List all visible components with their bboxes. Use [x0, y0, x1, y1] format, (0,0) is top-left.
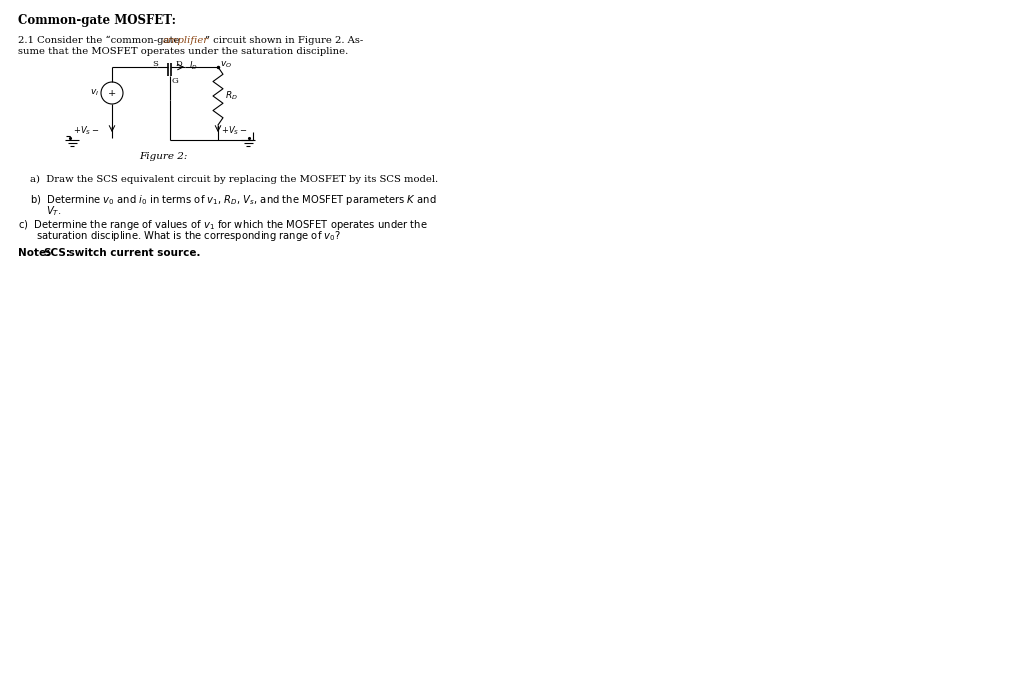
Text: $v_I$: $v_I$ [90, 87, 99, 98]
Text: +: + [108, 89, 116, 98]
Text: Figure 2:: Figure 2: [139, 152, 187, 161]
Text: ” circuit shown in Figure 2. As-: ” circuit shown in Figure 2. As- [205, 36, 364, 45]
Text: Note:: Note: [18, 248, 54, 258]
Text: S: S [152, 60, 158, 68]
Text: b)  Determine $v_0$ and $i_0$ in terms of $v_1$, $R_D$, $V_s$, and the MOSFET pa: b) Determine $v_0$ and $i_0$ in terms of… [30, 193, 436, 207]
Text: amplifier: amplifier [163, 36, 209, 45]
Text: $v_O$: $v_O$ [220, 60, 232, 70]
Text: D: D [176, 60, 182, 68]
Text: a)  Draw the SCS equivalent circuit by replacing the MOSFET by its SCS model.: a) Draw the SCS equivalent circuit by re… [30, 175, 438, 184]
Text: $I_D$: $I_D$ [189, 60, 198, 72]
Text: $+ V_S -$: $+ V_S -$ [221, 124, 248, 137]
Text: switch current source.: switch current source. [65, 248, 201, 258]
Text: SCS:: SCS: [43, 248, 70, 258]
Text: sume that the MOSFET operates under the saturation discipline.: sume that the MOSFET operates under the … [18, 47, 348, 56]
Text: $V_T$.: $V_T$. [46, 204, 61, 218]
Text: $R_D$: $R_D$ [225, 89, 238, 102]
Text: c)  Determine the range of values of $v_1$ for which the MOSFET operates under t: c) Determine the range of values of $v_1… [18, 218, 428, 232]
Text: $+ V_S -$: $+ V_S -$ [73, 124, 99, 137]
Text: 2.1 Consider the “common-gate: 2.1 Consider the “common-gate [18, 36, 182, 45]
Text: Common-gate MOSFET:: Common-gate MOSFET: [18, 14, 176, 27]
Text: G: G [172, 77, 179, 85]
Text: saturation discipline. What is the corresponding range of $v_0$?: saturation discipline. What is the corre… [36, 229, 341, 243]
